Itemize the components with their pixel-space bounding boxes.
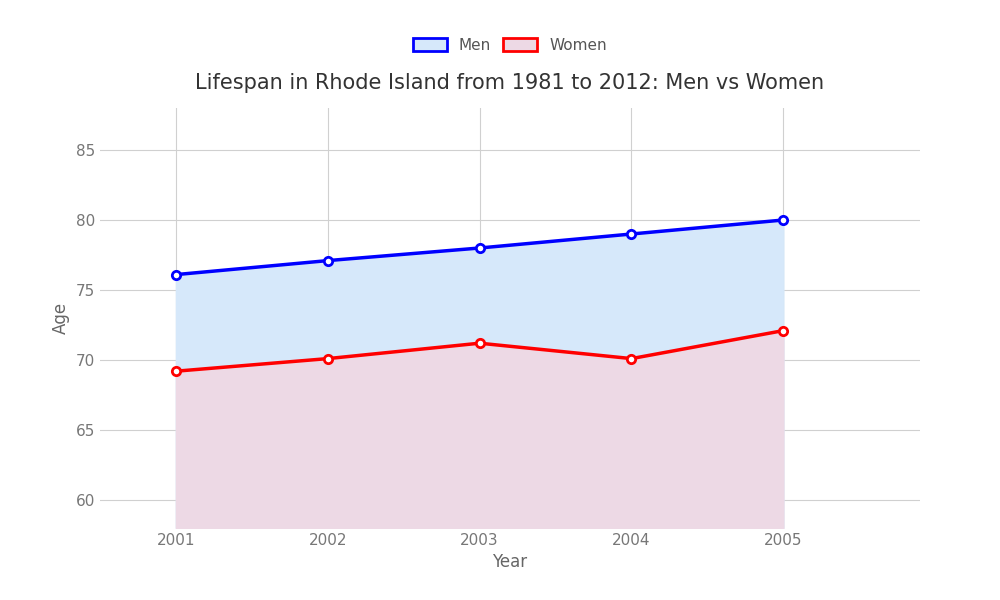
Title: Lifespan in Rhode Island from 1981 to 2012: Men vs Women: Lifespan in Rhode Island from 1981 to 20… bbox=[195, 73, 825, 92]
X-axis label: Year: Year bbox=[492, 553, 528, 571]
Legend: Men, Women: Men, Women bbox=[407, 32, 613, 59]
Y-axis label: Age: Age bbox=[52, 302, 70, 334]
